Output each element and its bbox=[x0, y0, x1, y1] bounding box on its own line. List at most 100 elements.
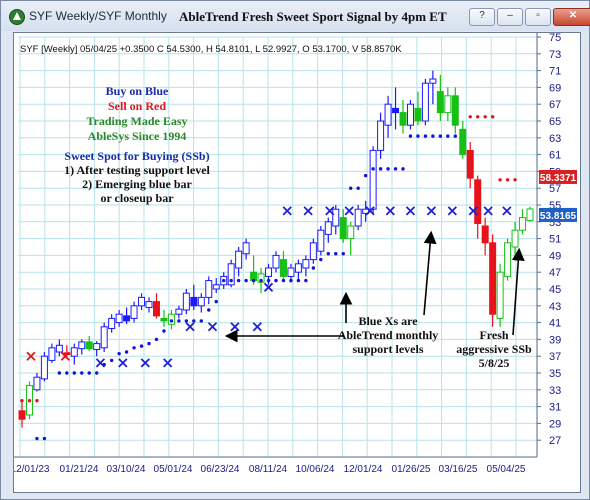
price-bar bbox=[272, 251, 280, 273]
price-bar bbox=[93, 341, 101, 357]
y-tick-label: 31 bbox=[549, 402, 561, 414]
bar-body bbox=[40, 355, 48, 380]
price-bar bbox=[212, 278, 220, 294]
price-bar bbox=[444, 87, 452, 121]
bar-body bbox=[481, 225, 489, 244]
price-bar bbox=[369, 146, 377, 214]
price-bar bbox=[78, 339, 86, 355]
x-tick-label: 06/23/24 bbox=[201, 464, 240, 475]
annotation-arrow bbox=[511, 247, 525, 336]
support-x-stroke bbox=[365, 206, 375, 216]
maximize-button[interactable]: ▫ bbox=[525, 8, 551, 26]
bar-body bbox=[347, 225, 355, 240]
bar-body bbox=[496, 271, 504, 319]
blue-stop-dot bbox=[65, 371, 69, 375]
y-tick-label: 65 bbox=[549, 116, 561, 128]
bar-body bbox=[302, 259, 310, 269]
support-x-mark bbox=[365, 206, 375, 216]
y-tick-label: 45 bbox=[549, 284, 561, 296]
y-tick-label: 51 bbox=[549, 234, 561, 246]
price-tag bbox=[539, 207, 577, 222]
bar-body bbox=[152, 301, 160, 317]
annotation-arrow bbox=[423, 230, 437, 316]
bar-body bbox=[429, 78, 437, 84]
price-bar bbox=[347, 221, 355, 256]
blue-stop-dot bbox=[222, 278, 226, 283]
blue-stop-dot bbox=[378, 167, 383, 171]
y-tick-label: 61 bbox=[549, 150, 561, 162]
blue-stop-dot bbox=[349, 186, 353, 190]
price-bar bbox=[406, 100, 414, 130]
support-x-stroke bbox=[426, 206, 437, 216]
support-x-mark bbox=[303, 206, 313, 216]
bar-body bbox=[354, 208, 362, 227]
support-x-stroke bbox=[483, 206, 493, 216]
price-bar bbox=[436, 74, 444, 121]
blue-stop-dot bbox=[236, 278, 241, 283]
blue-stop-dot bbox=[154, 337, 159, 342]
blue-stop-dot bbox=[109, 358, 114, 363]
bar-body bbox=[78, 341, 86, 350]
price-tag-label: 58.3371 bbox=[540, 173, 577, 184]
price-bar bbox=[414, 91, 422, 126]
bar-body bbox=[70, 347, 78, 357]
app-logo-icon bbox=[9, 9, 25, 25]
bar-body bbox=[339, 217, 347, 240]
title-bar: SYF Weekly/SYF Monthly AbleTrend Fresh S… bbox=[1, 1, 590, 31]
blue-stop-dot bbox=[281, 278, 286, 283]
blue-stop-dot bbox=[356, 186, 360, 190]
bar-body bbox=[369, 149, 377, 210]
price-bar bbox=[392, 87, 400, 130]
blue-xs-note-line: AbleTrend monthly bbox=[338, 328, 439, 342]
help-button[interactable]: ? bbox=[469, 8, 495, 26]
bar-body bbox=[332, 208, 340, 227]
bar-body bbox=[85, 341, 93, 350]
bar-body bbox=[242, 242, 250, 255]
x-tick-label: 03/10/24 bbox=[107, 464, 146, 475]
support-x-mark bbox=[26, 351, 36, 361]
support-x-mark bbox=[344, 206, 354, 216]
y-axis-panel bbox=[537, 33, 580, 492]
blue-stop-dot bbox=[259, 278, 263, 283]
support-x-stroke bbox=[95, 358, 106, 368]
blue-stop-dot bbox=[319, 257, 323, 262]
bar-body bbox=[145, 301, 153, 308]
x-tick-label: 01/21/24 bbox=[60, 464, 99, 475]
bar-body bbox=[175, 308, 183, 315]
blue-stop-dot bbox=[117, 351, 121, 356]
bar-body bbox=[526, 208, 534, 221]
bar-body bbox=[436, 91, 444, 114]
bar-body bbox=[451, 95, 459, 126]
support-x-mark bbox=[502, 206, 512, 216]
price-bar bbox=[18, 402, 26, 428]
price-bar bbox=[302, 255, 310, 277]
y-tick-label: 63 bbox=[549, 133, 561, 145]
blue-stop-dot bbox=[244, 278, 248, 283]
blue-stop-dot bbox=[214, 299, 218, 304]
bar-body bbox=[317, 229, 325, 252]
minimize-button[interactable]: – bbox=[497, 8, 523, 26]
price-bar bbox=[190, 284, 198, 310]
blue-stop-dot bbox=[229, 278, 233, 283]
y-tick-label: 47 bbox=[549, 267, 561, 279]
price-chart[interactable]: 2729313335373941434547495153555759616365… bbox=[14, 33, 580, 492]
price-bar bbox=[324, 217, 332, 243]
price-bar bbox=[100, 322, 108, 352]
blue-stop-dot bbox=[438, 134, 443, 138]
red-stop-dot bbox=[483, 115, 487, 119]
legend-line: Buy on Blue bbox=[106, 84, 169, 98]
bar-body bbox=[235, 250, 243, 269]
red-stop-dot bbox=[505, 178, 510, 182]
price-bar bbox=[138, 293, 146, 310]
ohlc-header: SYF [Weekly] 05/04/25 +0.3500 C 54.5300,… bbox=[20, 44, 402, 55]
price-bar bbox=[504, 238, 512, 281]
y-tick-label: 35 bbox=[549, 368, 561, 380]
price-bar bbox=[33, 373, 41, 392]
close-button[interactable]: ✕ bbox=[553, 8, 590, 26]
bar-body bbox=[421, 82, 429, 122]
price-bar bbox=[377, 112, 385, 159]
bar-body bbox=[160, 317, 168, 322]
support-x-mark bbox=[252, 322, 262, 332]
price-bar bbox=[85, 336, 93, 352]
